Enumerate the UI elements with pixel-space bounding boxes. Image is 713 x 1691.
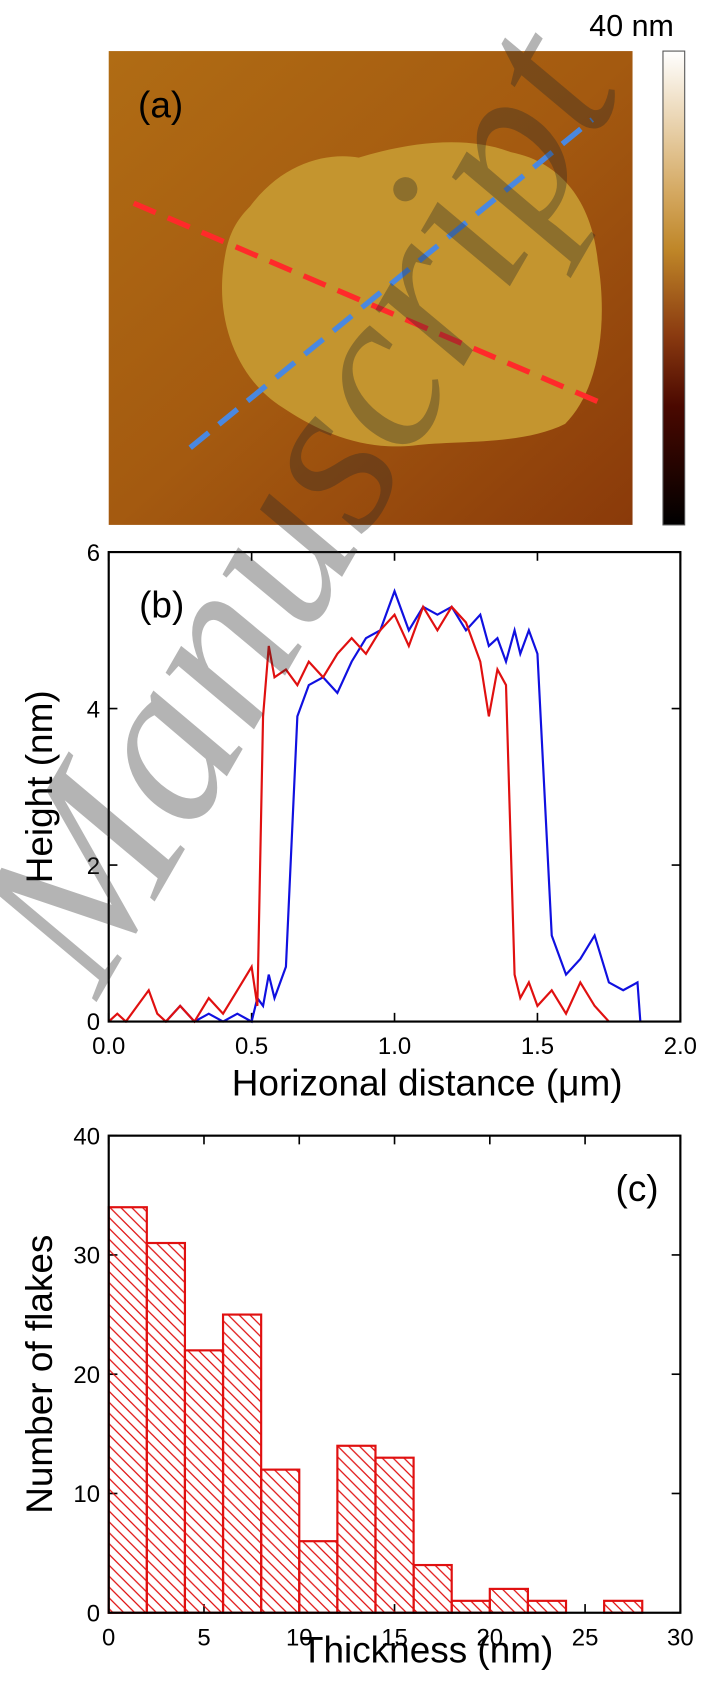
y-tick-label: 20 xyxy=(73,1362,100,1389)
bar xyxy=(145,1241,187,1614)
x-tick-label: 25 xyxy=(572,1624,599,1651)
y-tick-label: 40 xyxy=(73,1123,100,1150)
bar xyxy=(221,1313,263,1614)
x-axis-label: Thickness (nm) xyxy=(301,1630,553,1671)
flake xyxy=(222,142,602,447)
panel-label: (a) xyxy=(138,84,183,125)
y-tick-label: 2 xyxy=(87,853,100,880)
x-tick-label: 30 xyxy=(667,1624,694,1651)
x-tick-label: 10 xyxy=(286,1624,313,1651)
y-tick-label: 30 xyxy=(73,1243,100,1270)
x-tick-label: 0.5 xyxy=(235,1033,268,1060)
bar xyxy=(412,1563,453,1614)
x-tick-label: 15 xyxy=(381,1624,408,1651)
y-tick-label: 6 xyxy=(87,540,100,567)
x-tick-label: 20 xyxy=(477,1624,504,1651)
bar xyxy=(488,1587,530,1614)
bar xyxy=(526,1599,568,1614)
panel-label: (b) xyxy=(139,584,184,625)
x-axis-label: Horizonal distance (μm) xyxy=(232,1062,623,1103)
plot-frame xyxy=(107,1134,682,1614)
x-tick-label: 2.0 xyxy=(664,1033,697,1060)
x-tick-label: 1.0 xyxy=(378,1033,411,1060)
y-axis-label: Height (nm) xyxy=(19,690,60,883)
colorbar xyxy=(662,50,686,526)
y-tick-label: 10 xyxy=(73,1481,100,1508)
bar xyxy=(298,1540,339,1614)
y-tick-label: 4 xyxy=(87,696,100,723)
bar xyxy=(107,1206,148,1614)
y-tick-label: 0 xyxy=(87,1600,100,1627)
colorbar-label: 40 nm xyxy=(589,9,674,43)
x-tick-label: 0.0 xyxy=(92,1033,125,1060)
x-tick-label: 1.5 xyxy=(521,1033,554,1060)
red-profile-line xyxy=(132,200,606,407)
charts: 0.0 0.5 1.0 1.5 2.0 0 2 4 6 Horizonal distance (μ… xyxy=(19,540,697,1671)
panel-label: (c) xyxy=(616,1168,659,1209)
bar xyxy=(336,1444,377,1614)
data-line xyxy=(107,604,610,1024)
y-axis-label: Number of flakes xyxy=(19,1235,60,1514)
bar xyxy=(374,1456,415,1614)
x-tick-label: 0 xyxy=(102,1624,115,1651)
plot-frame xyxy=(107,550,682,1023)
data-line xyxy=(165,588,642,1024)
x-tick-label: 5 xyxy=(197,1624,210,1651)
blue-profile-line xyxy=(188,117,595,450)
bar xyxy=(450,1599,491,1614)
bar xyxy=(260,1468,301,1614)
bar xyxy=(603,1599,644,1614)
y-tick-label: 0 xyxy=(87,1009,100,1036)
bar xyxy=(183,1349,225,1614)
